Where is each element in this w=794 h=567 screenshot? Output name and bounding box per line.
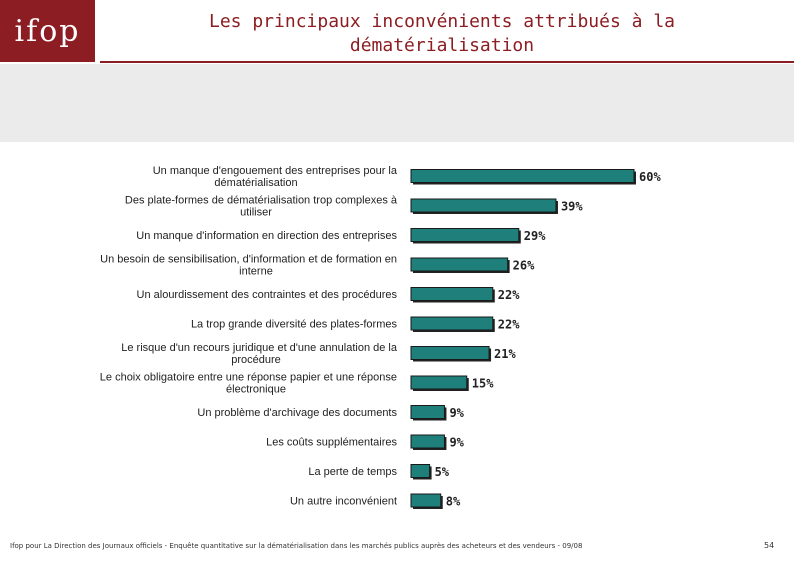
value-label: 29% bbox=[524, 229, 546, 243]
category-label: Un manque d'information en direction des… bbox=[136, 230, 397, 242]
page-number: 54 bbox=[764, 541, 775, 550]
category-label: Les coûts supplémentaires bbox=[266, 437, 397, 449]
value-label: 39% bbox=[561, 200, 583, 214]
bar bbox=[410, 257, 509, 272]
bar bbox=[410, 169, 635, 183]
title-line-2: dématérialisation bbox=[349, 35, 535, 56]
category-label: Un autre inconvénient bbox=[290, 496, 397, 508]
value-label: 22% bbox=[498, 288, 520, 302]
category-label: Le risque d'un recours juridique et d'un… bbox=[121, 342, 398, 354]
category-label: La perte de temps bbox=[308, 466, 397, 478]
header-band bbox=[0, 64, 794, 142]
value-label: 22% bbox=[498, 318, 520, 332]
category-label: Un problème d'archivage des documents bbox=[197, 407, 397, 419]
category-label: interne bbox=[239, 266, 273, 278]
bar bbox=[410, 405, 445, 419]
bar bbox=[410, 316, 494, 331]
title-divider bbox=[100, 61, 794, 63]
category-label: électronique bbox=[226, 384, 286, 396]
page-title: Les principaux inconvénients attribués à… bbox=[100, 10, 784, 58]
bar bbox=[410, 287, 494, 301]
bar bbox=[410, 198, 557, 213]
category-label: La trop grande diversité des plates-form… bbox=[191, 319, 398, 331]
category-label: Un besoin de sensibilisation, d'informat… bbox=[100, 254, 397, 266]
bar bbox=[410, 375, 468, 390]
bar bbox=[410, 346, 490, 360]
value-label: 5% bbox=[435, 465, 450, 479]
bar bbox=[410, 464, 431, 478]
value-label: 15% bbox=[472, 377, 494, 391]
ifop-logo: ifop bbox=[0, 0, 95, 62]
value-label: 9% bbox=[449, 406, 464, 420]
title-line-1: Les principaux inconvénients attribués à… bbox=[209, 11, 675, 32]
bar bbox=[410, 434, 445, 449]
value-label: 60% bbox=[639, 170, 661, 184]
value-label: 26% bbox=[513, 259, 535, 273]
footer-source-note: Ifop pour La Direction des Journaux offi… bbox=[10, 542, 583, 550]
bar bbox=[410, 228, 520, 242]
category-label: procédure bbox=[231, 354, 281, 366]
value-label: 8% bbox=[446, 495, 461, 509]
category-label: Un manque d'engouement des entreprises p… bbox=[153, 165, 398, 177]
category-label: Un alourdissement des contraintes et des… bbox=[137, 289, 398, 301]
bar bbox=[410, 493, 442, 508]
bar-chart: 60% Un manque d'engouement des entreprise… bbox=[100, 165, 661, 509]
category-label: utiliser bbox=[240, 207, 272, 219]
category-label: Des plate-formes de dématérialisation tr… bbox=[125, 195, 398, 207]
category-label: dématérialisation bbox=[214, 177, 297, 189]
value-label: 21% bbox=[494, 347, 516, 361]
category-label: Le choix obligatoire entre une réponse p… bbox=[100, 372, 397, 384]
value-label: 9% bbox=[449, 436, 464, 450]
